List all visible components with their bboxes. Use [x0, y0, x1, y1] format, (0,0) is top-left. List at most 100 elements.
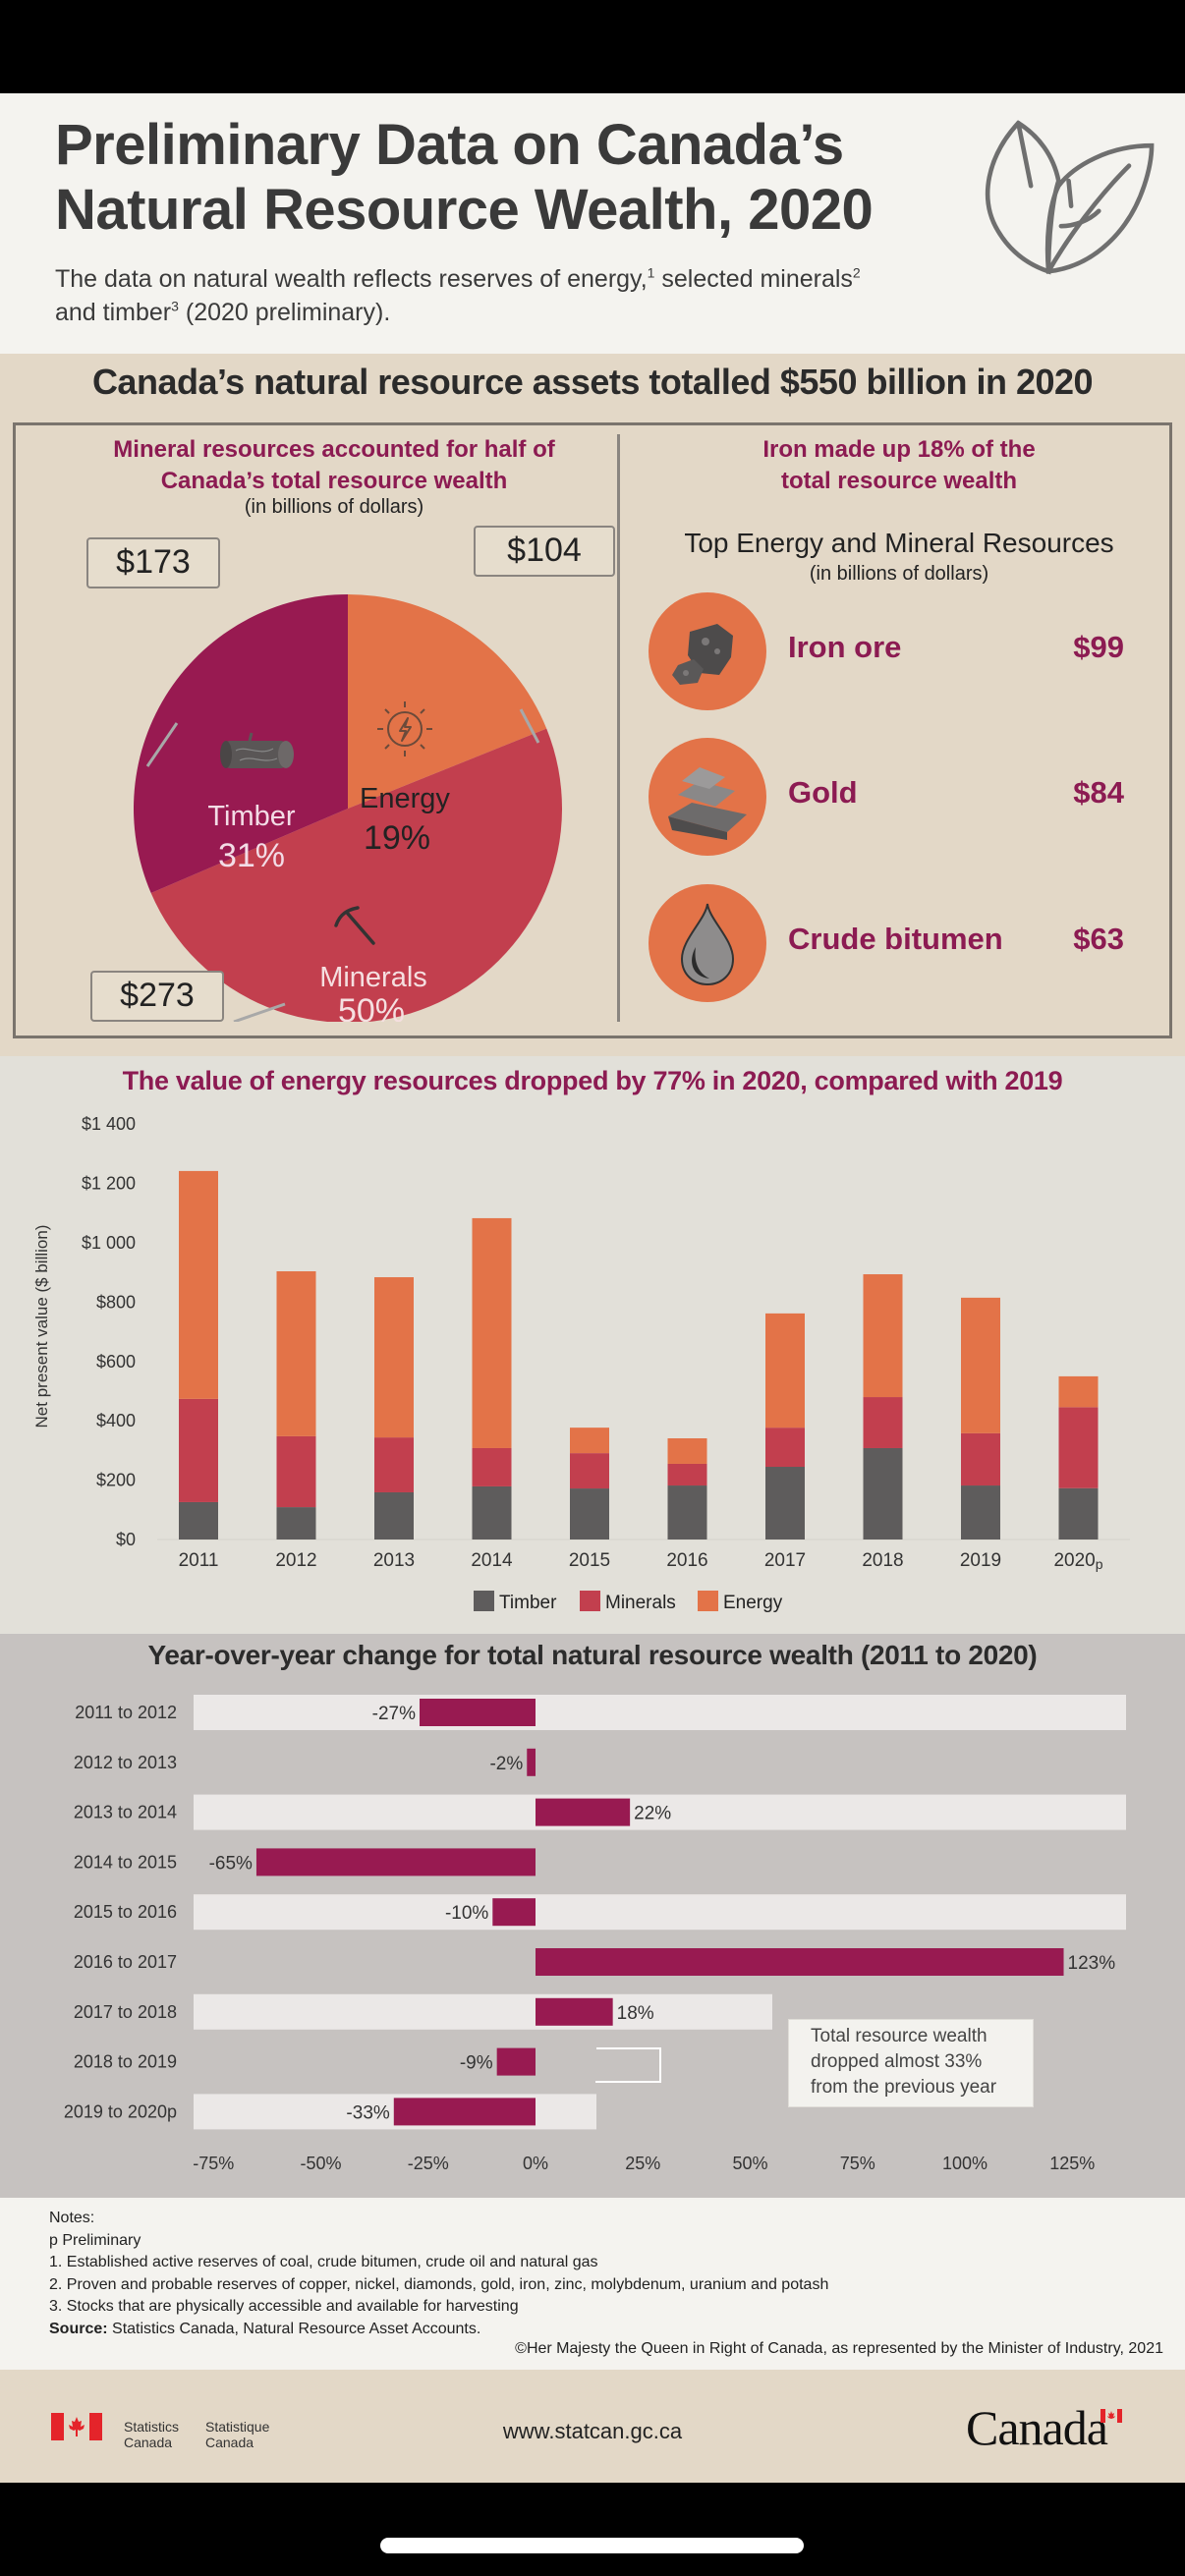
row-label: 2011 to 2012	[75, 1703, 177, 1722]
stacked-bar-chart: $0 $200 $400 $600 $800 $1 000 $1 200 $1 400 201…	[32, 1114, 1130, 1613]
oil-drop-icon	[649, 884, 766, 1002]
bar-minerals-2015	[570, 1453, 609, 1489]
y-tick-label: $400	[96, 1411, 136, 1430]
pie-label-timber: Timber	[207, 801, 295, 832]
yoy-bar-4	[492, 1898, 536, 1927]
resource-name: Gold	[788, 775, 858, 810]
assets-frame	[13, 422, 1172, 1038]
x-tick-label: 100%	[942, 2154, 988, 2173]
yoy-value-label: -27%	[372, 1704, 416, 1724]
energy-icon	[377, 701, 432, 756]
resource-value: $84	[1073, 775, 1124, 810]
legend-label-minerals: Minerals	[605, 1593, 676, 1613]
note-item: 3. Stocks that are physically accessible…	[49, 2298, 519, 2315]
pie-percent-energy: 19%	[364, 819, 430, 857]
resource-name: Iron ore	[788, 630, 902, 664]
row-label: 2016 to 2017	[74, 1952, 177, 1972]
bar-timber-2020	[1058, 1487, 1099, 1540]
yoy-bar-2	[536, 1798, 631, 1826]
y-tick-label: $1 400	[82, 1114, 136, 1134]
bar-minerals-2017	[765, 1428, 805, 1468]
legend-label-energy: Energy	[723, 1593, 783, 1613]
bar-energy-2015	[570, 1428, 609, 1454]
top-resources-title: Top Energy and Mineral Resources	[684, 528, 1114, 558]
note-item: p Preliminary	[49, 2231, 141, 2249]
x-tick-label: 75%	[840, 2154, 875, 2173]
yoy-value-label: -33%	[346, 2102, 389, 2123]
bar-energy-2018	[863, 1274, 903, 1398]
yoy-bar-5	[536, 1948, 1064, 1976]
yoy-bar-7	[496, 2047, 536, 2076]
notes-heading: Notes:	[49, 2210, 95, 2226]
y-tick-label: $800	[96, 1292, 136, 1312]
x-tick-label: 125%	[1049, 2154, 1095, 2173]
x-tick-label: 2012	[275, 1550, 316, 1571]
y-tick-label: $200	[96, 1471, 136, 1490]
bar-energy-2012	[276, 1270, 316, 1436]
log-icon	[220, 732, 294, 768]
pickaxe-icon	[334, 906, 375, 945]
legend-swatch-minerals	[580, 1591, 600, 1611]
header: Preliminary Data on Canada’s Natural Res…	[0, 93, 1185, 354]
website-link[interactable]: www.statcan.gc.ca	[502, 2419, 683, 2443]
resource-name: Crude bitumen	[788, 922, 1003, 956]
top-resources-heading: Iron made up 18% of the total resource we…	[762, 436, 1036, 495]
bar-energy-2020	[1058, 1375, 1099, 1408]
bar-minerals-2018	[863, 1397, 903, 1448]
yoy-bar-0	[420, 1699, 536, 1726]
pie-chart: Timber 31% Energy 19% Minerals 50%	[134, 594, 563, 1022]
row-label: 2012 to 2013	[74, 1753, 177, 1772]
notes-section: Notes: p Preliminary 1. Established acti…	[0, 2198, 1185, 2370]
row-band	[194, 1695, 1126, 1730]
row-label: 2015 to 2016	[74, 1902, 177, 1922]
bar-timber-2016	[667, 1485, 707, 1540]
yoy-value-label: -2%	[489, 1754, 523, 1774]
yoy-title: Year-over-year change for total natural …	[147, 1640, 1038, 1670]
x-tick-label: -50%	[300, 2154, 341, 2173]
legend-swatch-energy	[698, 1591, 718, 1611]
x-tick-label: -25%	[408, 2154, 449, 2173]
pie-slice-energy	[348, 594, 547, 809]
x-tick-label: 25%	[625, 2154, 660, 2173]
copyright: ©Her Majesty the Queen in Right of Canad…	[515, 2340, 1163, 2357]
pie-heading: Mineral resources accounted for half of C…	[113, 436, 555, 495]
y-tick-label: $1 000	[82, 1233, 136, 1253]
home-indicator[interactable]	[380, 2538, 804, 2553]
yoy-annotation: Total resource wealth dropped almost 33%…	[788, 2019, 1034, 2107]
pie-label-energy: Energy	[360, 783, 450, 814]
x-tick-label: 2016	[666, 1550, 707, 1571]
wordmark-flag-icon	[1100, 2409, 1122, 2423]
source-note: Source: Statistics Canada, Natural Resou…	[49, 2320, 481, 2337]
x-tick-label: 2013	[373, 1550, 415, 1571]
assets-heading: Canada’s natural resource assets totalle…	[91, 362, 1094, 402]
page-title: Preliminary Data on Canada’s Natural Res…	[55, 113, 874, 242]
yoy-value-label: -10%	[445, 1903, 488, 1924]
yoy-bar-8	[393, 2098, 536, 2126]
row-band	[194, 1993, 772, 2030]
bar-minerals-2012	[276, 1435, 316, 1508]
y-tick-label: $0	[116, 1530, 136, 1549]
resource-row-crude-bitumen: Crude bitumen $63	[649, 884, 1140, 1002]
x-tick-label: 2018	[862, 1550, 903, 1571]
bar-minerals-2013	[374, 1437, 414, 1492]
row-label: 2014 to 2015	[74, 1852, 177, 1872]
notes: Notes: p Preliminary 1. Established acti…	[49, 2208, 828, 2340]
bar-timber-2019	[961, 1485, 1000, 1540]
pie-percent-minerals: 50%	[338, 992, 405, 1022]
callout-timber-value: $173	[86, 537, 220, 588]
yoy-value-label: -9%	[460, 2053, 493, 2074]
bar-energy-2014	[472, 1217, 512, 1448]
bar-energy-2011	[179, 1170, 218, 1399]
bar-timber-2013	[374, 1491, 414, 1540]
note-item: 1. Established active reserves of coal, …	[49, 2254, 598, 2270]
agency-name-en: Statistics Canada	[124, 2419, 180, 2450]
note-item: 2. Proven and probable reserves of coppe…	[49, 2275, 829, 2293]
divider	[617, 434, 620, 1022]
row-label: 2013 to 2014	[74, 1803, 177, 1822]
yoy-value-label: 18%	[617, 2003, 654, 2024]
pie-leader-line	[145, 722, 179, 767]
bar-minerals-2016	[667, 1463, 707, 1486]
assets-section: Canada’s natural resource assets totalle…	[0, 354, 1185, 1056]
bar-energy-2013	[374, 1277, 414, 1438]
yoy-value-label: -65%	[209, 1853, 253, 1874]
